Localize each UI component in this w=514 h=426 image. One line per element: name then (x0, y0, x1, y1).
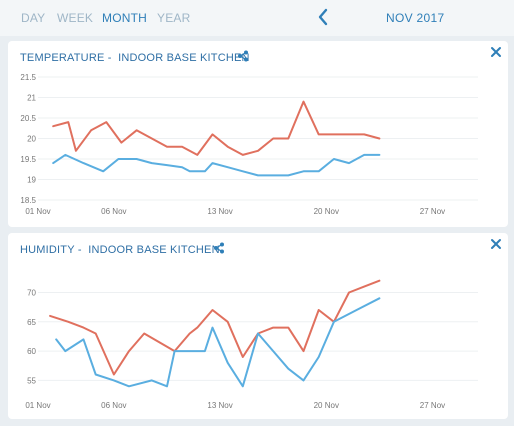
series-line-blue (52, 153, 381, 177)
x-tick-label: 01 Nov (25, 207, 50, 216)
y-tick-label: 60 (27, 347, 36, 356)
y-tick-label: 19 (27, 176, 36, 185)
y-tick-label: 65 (27, 318, 36, 327)
period-label: NOV 2017 (386, 11, 445, 25)
series-line-red (52, 100, 381, 156)
x-tick-label: 13 Nov (207, 207, 232, 216)
series-line-blue (55, 297, 381, 388)
range-toolbar: DAY WEEK MONTH YEAR NOV 2017 (0, 0, 514, 36)
y-tick-label: 55 (27, 376, 36, 385)
x-tick-label: 20 Nov (314, 401, 339, 410)
x-tick-label: 01 Nov (25, 401, 50, 410)
close-icon[interactable] (490, 46, 502, 58)
x-tick-label: 27 Nov (420, 401, 445, 410)
y-tick-label: 19.5 (20, 155, 36, 164)
humidity-chart: 55 60 65 70 01 Nov 06 Nov 13 Nov 20 Nov 27 Nov (25, 279, 478, 410)
tab-year[interactable]: YEAR (157, 11, 191, 25)
card-title: TEMPERATURE - INDOOR BASE KITCHEN (20, 52, 250, 64)
y-tick-label: 21.5 (20, 73, 36, 82)
x-tick-label: 27 Nov (420, 207, 445, 216)
y-tick-label: 18.5 (20, 196, 36, 205)
tab-month[interactable]: MONTH (102, 11, 147, 25)
x-tick-label: 13 Nov (207, 401, 232, 410)
temperature-chart: 18.5 19 19.5 20 20.5 21 21.5 01 Nov 06 Nov 13 Nov… (20, 73, 478, 216)
humidity-card: HUMIDITY - INDOOR BASE KITCHEN 55 60 65 70 0… (8, 233, 508, 419)
y-tick-label: 70 (27, 288, 36, 297)
share-icon[interactable] (237, 50, 249, 62)
tab-week[interactable]: WEEK (57, 11, 94, 25)
y-tick-label: 20.5 (20, 114, 36, 123)
x-tick-label: 06 Nov (101, 207, 126, 216)
series-line-red (49, 279, 381, 376)
temperature-card: TEMPERATURE - INDOOR BASE KITCHEN 18.5 19… (8, 41, 508, 227)
x-tick-label: 20 Nov (314, 207, 339, 216)
y-tick-label: 21 (27, 94, 36, 103)
chevron-left-icon[interactable] (316, 7, 330, 27)
close-icon[interactable] (490, 238, 502, 250)
card-title: HUMIDITY - INDOOR BASE KITCHEN (20, 244, 220, 256)
y-tick-label: 20 (27, 135, 36, 144)
tab-day[interactable]: DAY (21, 11, 46, 25)
x-tick-label: 06 Nov (101, 401, 126, 410)
share-icon[interactable] (213, 242, 225, 254)
